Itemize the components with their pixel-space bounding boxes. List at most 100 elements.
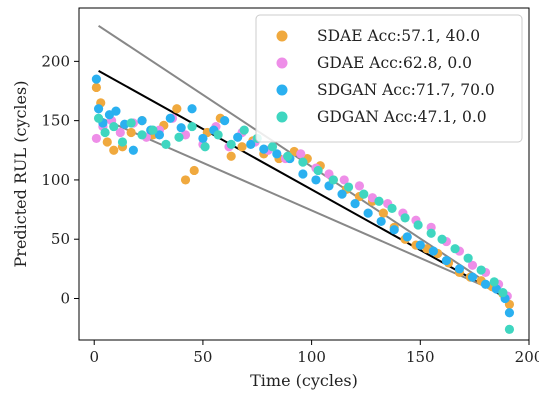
point-s3-19 bbox=[328, 175, 338, 185]
point-s0-11 bbox=[189, 165, 199, 176]
point-s3-31 bbox=[489, 277, 499, 287]
point-s2-30 bbox=[415, 240, 425, 250]
plot-frame bbox=[78, 7, 530, 341]
point-s3-24 bbox=[400, 213, 410, 223]
point-s2-11 bbox=[176, 123, 186, 133]
point-s2-21 bbox=[298, 169, 308, 179]
y-tick-label-4: 200 bbox=[41, 52, 70, 70]
point-s3-6 bbox=[148, 125, 158, 135]
x-tick-label-0: 0 bbox=[89, 348, 99, 366]
fit-line-1 bbox=[98, 69, 508, 300]
point-s2-18 bbox=[259, 144, 269, 154]
legend-marker-gdae bbox=[276, 57, 288, 69]
point-s3-4 bbox=[126, 118, 136, 128]
point-s2-17 bbox=[246, 139, 256, 149]
point-s2-4 bbox=[111, 106, 121, 116]
point-s0-26 bbox=[378, 208, 388, 218]
point-s2-0 bbox=[91, 74, 101, 84]
point-s3-2 bbox=[109, 121, 119, 132]
point-s3-23 bbox=[387, 203, 397, 213]
point-s2-28 bbox=[389, 225, 399, 235]
point-s3-27 bbox=[437, 234, 447, 244]
point-s3-15 bbox=[267, 142, 278, 152]
legend-label-sdgan: SDGAN Acc:71.7, 70.0 bbox=[317, 81, 495, 99]
point-s3-29 bbox=[463, 253, 473, 263]
point-s2-16 bbox=[233, 132, 243, 142]
y-tick-label-2: 100 bbox=[41, 171, 70, 189]
point-s3-5 bbox=[137, 130, 147, 140]
point-s0-5 bbox=[126, 127, 136, 138]
point-s1-3 bbox=[115, 127, 125, 138]
point-s2-29 bbox=[402, 232, 412, 242]
x-axis-label: Time (cycles) bbox=[250, 371, 358, 390]
point-s3-26 bbox=[426, 228, 436, 238]
point-s1-28 bbox=[467, 260, 478, 270]
point-s0-2 bbox=[102, 137, 112, 147]
point-s3-13 bbox=[239, 125, 249, 135]
point-s3-18 bbox=[313, 165, 323, 176]
point-s0-0 bbox=[91, 82, 101, 93]
legend-marker-sdae bbox=[276, 30, 288, 42]
x-tick-label-1: 50 bbox=[193, 348, 212, 366]
point-s2-7 bbox=[137, 116, 147, 126]
data-points bbox=[91, 74, 515, 334]
point-s2-31 bbox=[428, 246, 438, 256]
legend-label-sdae: SDAE Acc:57.1, 40.0 bbox=[317, 27, 480, 45]
point-s3-9 bbox=[187, 121, 197, 132]
point-s2-13 bbox=[198, 133, 208, 144]
point-s2-34 bbox=[467, 272, 478, 282]
point-s2-12 bbox=[187, 104, 197, 114]
legend: SDAE Acc:57.1, 40.0 GDAE Acc:62.8, 0.0 S… bbox=[255, 14, 523, 143]
point-s3-12 bbox=[226, 139, 236, 149]
point-s3-1 bbox=[100, 127, 110, 138]
point-s1-19 bbox=[339, 175, 349, 185]
legend-box bbox=[255, 14, 523, 143]
point-s3-0 bbox=[93, 113, 104, 123]
point-s2-33 bbox=[454, 264, 465, 274]
point-s3-8 bbox=[174, 132, 184, 142]
point-s3-28 bbox=[450, 244, 460, 254]
point-s0-10 bbox=[180, 175, 191, 185]
point-s0-3 bbox=[109, 145, 119, 155]
y-tick-label-3: 150 bbox=[41, 112, 70, 130]
point-s3-17 bbox=[298, 157, 308, 167]
point-s3-25 bbox=[413, 220, 423, 230]
point-s2-19 bbox=[272, 149, 282, 159]
point-s3-3 bbox=[117, 137, 128, 147]
point-s3-30 bbox=[476, 265, 486, 275]
point-s2-38 bbox=[504, 308, 515, 318]
x-tick-label-3: 150 bbox=[406, 348, 435, 366]
point-s0-14 bbox=[226, 151, 236, 161]
y-axis-ticks: 0 50 100 150 200 bbox=[41, 52, 79, 308]
point-s2-15 bbox=[220, 116, 230, 126]
point-s3-20 bbox=[343, 182, 354, 192]
point-s3-32 bbox=[498, 287, 508, 298]
point-s2-9 bbox=[154, 130, 165, 140]
point-s2-1 bbox=[93, 104, 104, 114]
x-tick-label-4: 200 bbox=[515, 348, 539, 366]
point-s2-26 bbox=[363, 208, 373, 218]
point-s3-33 bbox=[504, 324, 515, 334]
point-s3-10 bbox=[200, 142, 210, 152]
point-s3-7 bbox=[161, 139, 171, 149]
point-s2-24 bbox=[337, 189, 347, 199]
point-s2-27 bbox=[376, 216, 386, 227]
legend-label-gdgan: GDGAN Acc:47.1, 0.0 bbox=[317, 108, 487, 126]
point-s0-15 bbox=[237, 142, 247, 152]
point-s2-25 bbox=[350, 199, 360, 209]
x-axis-ticks: 0 50 100 150 200 bbox=[89, 340, 539, 366]
y-tick-label-0: 0 bbox=[60, 290, 70, 308]
x-tick-label-2: 100 bbox=[297, 348, 326, 366]
legend-marker-sdgan bbox=[276, 84, 288, 96]
point-s2-6 bbox=[128, 145, 138, 155]
point-s1-20 bbox=[354, 181, 365, 191]
point-s3-22 bbox=[374, 196, 384, 206]
legend-label-gdae: GDAE Acc:62.8, 0.0 bbox=[317, 54, 472, 72]
point-s2-32 bbox=[441, 255, 451, 266]
point-s2-35 bbox=[480, 279, 491, 289]
y-axis-label: Predicted RUL (cycles) bbox=[11, 81, 30, 268]
point-s1-0 bbox=[91, 133, 101, 144]
point-s2-22 bbox=[311, 175, 321, 185]
point-s3-16 bbox=[283, 151, 293, 161]
